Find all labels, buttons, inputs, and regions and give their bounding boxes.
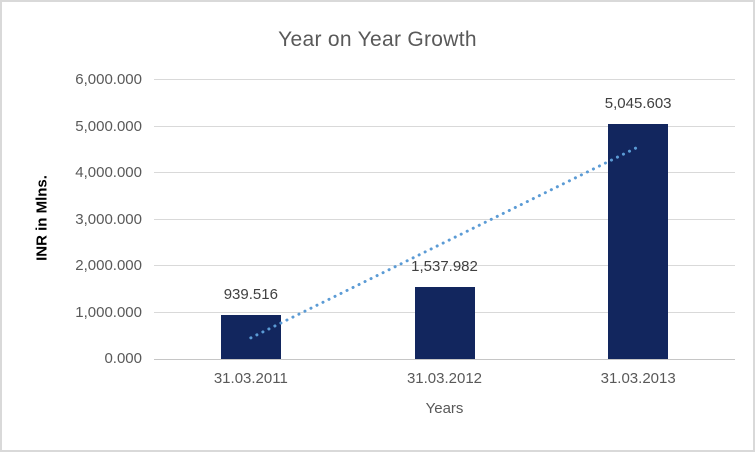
gridline	[154, 218, 735, 220]
gridline	[154, 265, 735, 266]
data-label: 5,045.603	[604, 95, 672, 113]
x-tick-label: 31.03.2011	[213, 370, 288, 387]
x-axis-line	[154, 359, 735, 360]
gridline	[154, 172, 735, 173]
plot-area: 939.516 1,537.982 5,045.603	[154, 79, 735, 360]
gridline	[154, 79, 735, 80]
bar-31.03.2012	[414, 287, 475, 359]
data-label: 1,537.982	[411, 258, 478, 276]
y-tick-label: 1,000.000	[75, 303, 142, 321]
gridline	[154, 125, 735, 127]
x-axis-title: Years	[425, 400, 464, 417]
y-tick-label: 0.000	[104, 350, 142, 367]
x-tick-label: 31.03.2012	[406, 370, 483, 387]
y-tick-label: 4,000.000	[75, 164, 142, 181]
y-tick-label: 5,000.000	[75, 117, 142, 135]
chart-title: Year on Year Growth	[278, 28, 477, 51]
x-tick-label: 31.03.2013	[600, 370, 676, 387]
data-label: 939.516	[223, 286, 278, 304]
y-tick-label: 3,000.000	[75, 210, 142, 228]
y-tick-label: 2,000.000	[75, 257, 142, 274]
trendline	[249, 145, 640, 340]
bar-31.03.2013	[608, 124, 669, 359]
y-tick-label: 6,000.000	[75, 71, 142, 88]
